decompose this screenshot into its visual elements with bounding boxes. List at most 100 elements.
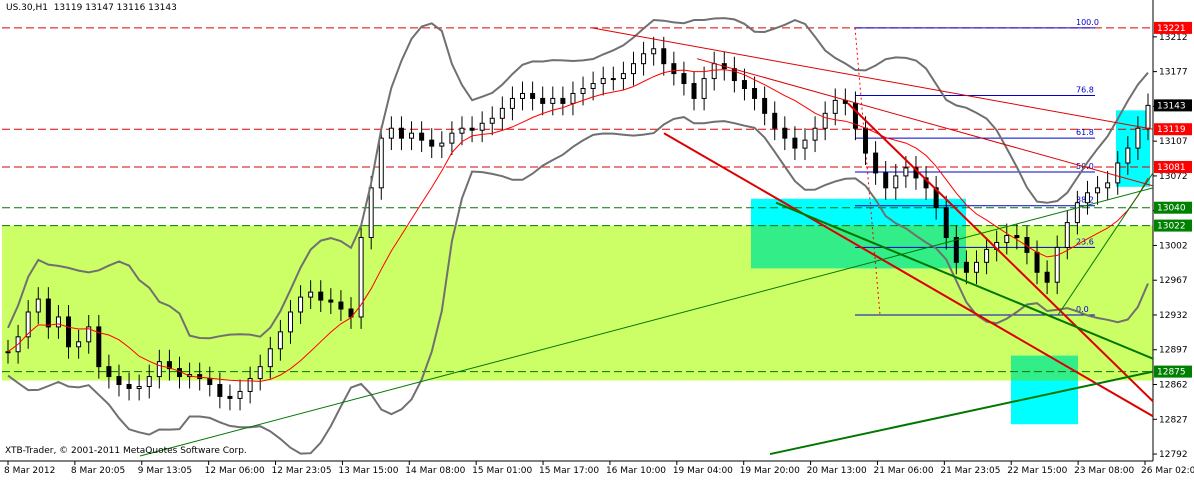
y-tick-label: 12827 — [1159, 415, 1188, 425]
candle-body — [247, 378, 253, 392]
support-trendline — [775, 201, 1154, 360]
candle-body — [1074, 202, 1080, 224]
candle-body — [439, 142, 445, 147]
price-tag-label: 13022 — [1157, 222, 1186, 232]
candle-body — [832, 99, 838, 114]
x-tick-label: 12 Mar 06:00 — [205, 466, 265, 476]
candle-body — [852, 102, 858, 129]
candle-body — [237, 390, 243, 399]
price-tag — [1154, 21, 1192, 34]
price-tag-label: 13221 — [1157, 24, 1186, 34]
candle-body — [863, 127, 869, 154]
x-tick-label: 15 Mar 17:00 — [539, 466, 599, 476]
candle-body — [1034, 251, 1040, 273]
x-tick-label: 9 Mar 13:05 — [138, 466, 192, 476]
candle-body — [358, 237, 364, 318]
candle-body — [479, 122, 485, 131]
candle-body — [166, 361, 172, 370]
channel-upper-trendline — [847, 102, 1154, 403]
candle-body — [409, 132, 415, 139]
candle-body — [96, 326, 102, 368]
y-tick-label: 12897 — [1159, 346, 1188, 356]
candle-body — [933, 187, 939, 209]
candle-body — [943, 207, 949, 238]
candle-body — [449, 132, 455, 144]
candle-body — [701, 78, 707, 99]
y-tick-label: 13212 — [1159, 33, 1188, 43]
candle-body — [368, 187, 374, 238]
y-tick-label: 12967 — [1159, 276, 1188, 286]
candle-body — [953, 237, 959, 263]
resistance-trendline — [696, 58, 1154, 187]
candle-body — [893, 175, 899, 189]
candle-body — [883, 172, 889, 189]
current-price-tag — [1154, 99, 1192, 112]
candle-body — [227, 395, 233, 399]
price-tag-label: 13119 — [1157, 125, 1186, 135]
moving-average-line — [7, 69, 1149, 382]
candle-body — [1145, 104, 1151, 129]
candles-group — [5, 36, 1151, 411]
candle-body — [752, 88, 758, 99]
candle-body — [731, 68, 737, 82]
x-tick-label: 20 Mar 13:00 — [807, 466, 867, 476]
candle-body — [782, 127, 788, 139]
candle-body — [792, 137, 798, 149]
candle-body — [499, 107, 505, 119]
candle-body — [630, 63, 636, 75]
fibo-level-label: 61.8 — [1076, 128, 1094, 137]
candle-body — [55, 316, 61, 328]
x-tick-label: 16 Mar 10:00 — [606, 466, 666, 476]
y-tick-label: 12932 — [1159, 311, 1188, 321]
candle-body — [86, 326, 92, 343]
candle-body — [197, 374, 203, 380]
green-support-zone — [2, 225, 1153, 381]
candle-body — [973, 261, 979, 273]
x-tick-label: 19 Mar 04:00 — [673, 466, 733, 476]
y-tick-label: 13177 — [1159, 68, 1188, 78]
candle-body — [308, 291, 314, 298]
candle-body — [530, 92, 536, 99]
support-trendline — [769, 370, 1154, 456]
support-trendline — [1057, 172, 1154, 316]
candle-body — [25, 311, 31, 338]
y-tick-label: 12792 — [1159, 450, 1188, 460]
cyan-zone-3 — [1116, 110, 1150, 187]
candle-body — [1115, 162, 1121, 184]
candle-body — [1014, 235, 1020, 239]
candle-body — [671, 63, 677, 75]
symbol-label: US.30,H1 — [6, 3, 48, 13]
chart-header: US.30,H1 13119 13147 13116 13143 — [6, 3, 177, 13]
candle-body — [762, 97, 768, 114]
candle-body — [1105, 182, 1111, 189]
candle-body — [509, 97, 515, 109]
fibo-level-label: 100.0 — [1076, 18, 1099, 27]
candle-body — [822, 112, 828, 129]
candle-body — [550, 97, 556, 104]
x-tick-label: 21 Mar 06:00 — [873, 466, 933, 476]
price-tag-label: 13040 — [1157, 204, 1186, 214]
candle-body — [1044, 271, 1050, 283]
candle-body — [711, 63, 717, 80]
candle-body — [217, 384, 223, 397]
candle-body — [76, 341, 82, 348]
candle-body — [156, 361, 162, 378]
current-price-label: 13143 — [1157, 101, 1186, 111]
candle-body — [520, 92, 526, 99]
y-tick-label: 13072 — [1159, 172, 1188, 182]
price-tag — [1154, 365, 1192, 378]
fibo-level-label: 38.2 — [1076, 196, 1094, 205]
candle-body — [277, 331, 283, 350]
support-trendline — [139, 187, 1154, 457]
candle-body — [1004, 235, 1010, 243]
candle-body — [1135, 127, 1141, 149]
candle-body — [1084, 192, 1090, 204]
candle-body — [136, 386, 142, 389]
candle-body — [963, 261, 969, 273]
x-tick-label: 26 Mar 02:05 — [1141, 466, 1194, 476]
bollinger-lower-line — [7, 116, 1149, 455]
candle-body — [328, 299, 334, 303]
candle-body — [903, 167, 909, 177]
candle-body — [298, 296, 304, 313]
candle-body — [5, 351, 11, 354]
